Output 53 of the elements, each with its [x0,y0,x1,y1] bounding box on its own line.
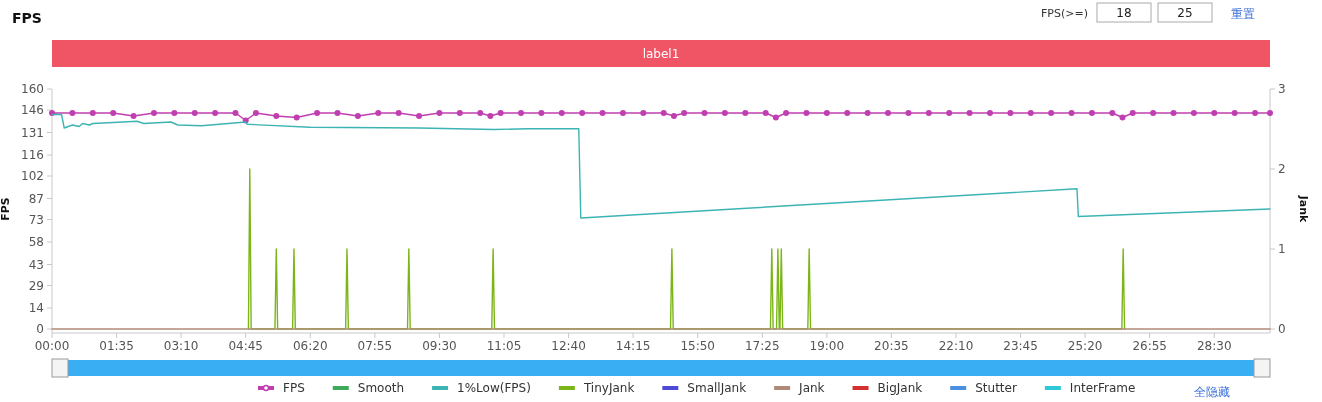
y-tick-label: 102 [21,169,44,183]
y2-axis-title: Jank [1297,194,1310,224]
text: label1 [642,47,680,61]
y2-tick-label: 0 [1278,322,1286,336]
x-tick-label: 28:30 [1196,339,1232,353]
legend-label: FPS [283,381,305,395]
x-tick-label: 09:30 [422,339,457,353]
y-tick-label: 146 [21,103,44,117]
x-tick-label: 15:50 [680,339,715,353]
y-tick-label: 87 [28,191,44,206]
y-tick-label: 116 [21,148,44,162]
text: 18 [1116,6,1132,20]
x-tick-label: 23:45 [1003,339,1038,353]
x-tick-label: 11:05 [486,339,522,353]
y-tick-label: 29 [28,278,44,293]
text: 重置 [1231,7,1255,21]
y-tick-label: 73 [28,212,44,227]
legend-label: BigJank [877,381,923,395]
y2-tick-label: 1 [1278,242,1286,256]
y-tick-label: 160 [21,82,44,96]
legend-label: Smooth [357,381,405,395]
x-tick-label: 19:00 [809,339,845,353]
x-tick-label: 07:55 [357,339,393,353]
x-tick-label: 22:10 [938,339,974,353]
x-tick-label: 00:00 [34,339,70,353]
x-tick-label: 26:55 [1132,339,1167,353]
x-tick-label: 06:20 [292,339,328,353]
text: 全隐藏 [1194,385,1230,399]
x-tick-label: 12:40 [551,339,586,353]
y-tick-label: 14 [28,301,44,315]
x-tick-label: 17:25 [744,339,780,353]
legend-label: SmallJank [687,381,747,395]
x-tick-label: 20:35 [874,339,909,353]
y-tick-label: 131 [21,125,44,140]
chart-title: FPS [12,10,42,26]
x-tick-label: 01:35 [99,339,134,353]
x-tick-label: 03:10 [163,339,199,353]
text: 25 [1177,6,1193,20]
legend-label: InterFrame [1069,381,1136,395]
y-tick-label: 0 [36,322,44,336]
text: FPS(>=) [1041,7,1088,20]
x-tick-label: 04:45 [228,339,264,353]
legend-label: Jank [798,381,825,395]
legend-label: Stutter [975,381,1017,395]
y2-tick-label: 3 [1278,82,1286,96]
y-tick-label: 43 [28,257,44,272]
legend-label: 1%Low(FPS) [457,381,531,395]
y-axis-title: FPS [0,197,12,221]
y2-tick-label: 2 [1278,162,1286,176]
y-tick-label: 58 [28,235,44,249]
legend-label: TinyJank [582,381,635,395]
x-tick-label: 14:15 [615,339,651,353]
x-tick-label: 25:20 [1067,339,1103,353]
